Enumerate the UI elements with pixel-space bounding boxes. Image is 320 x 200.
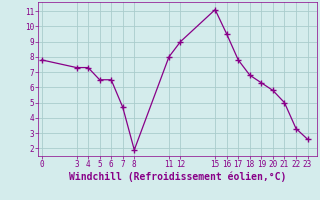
X-axis label: Windchill (Refroidissement éolien,°C): Windchill (Refroidissement éolien,°C) [69,172,286,182]
